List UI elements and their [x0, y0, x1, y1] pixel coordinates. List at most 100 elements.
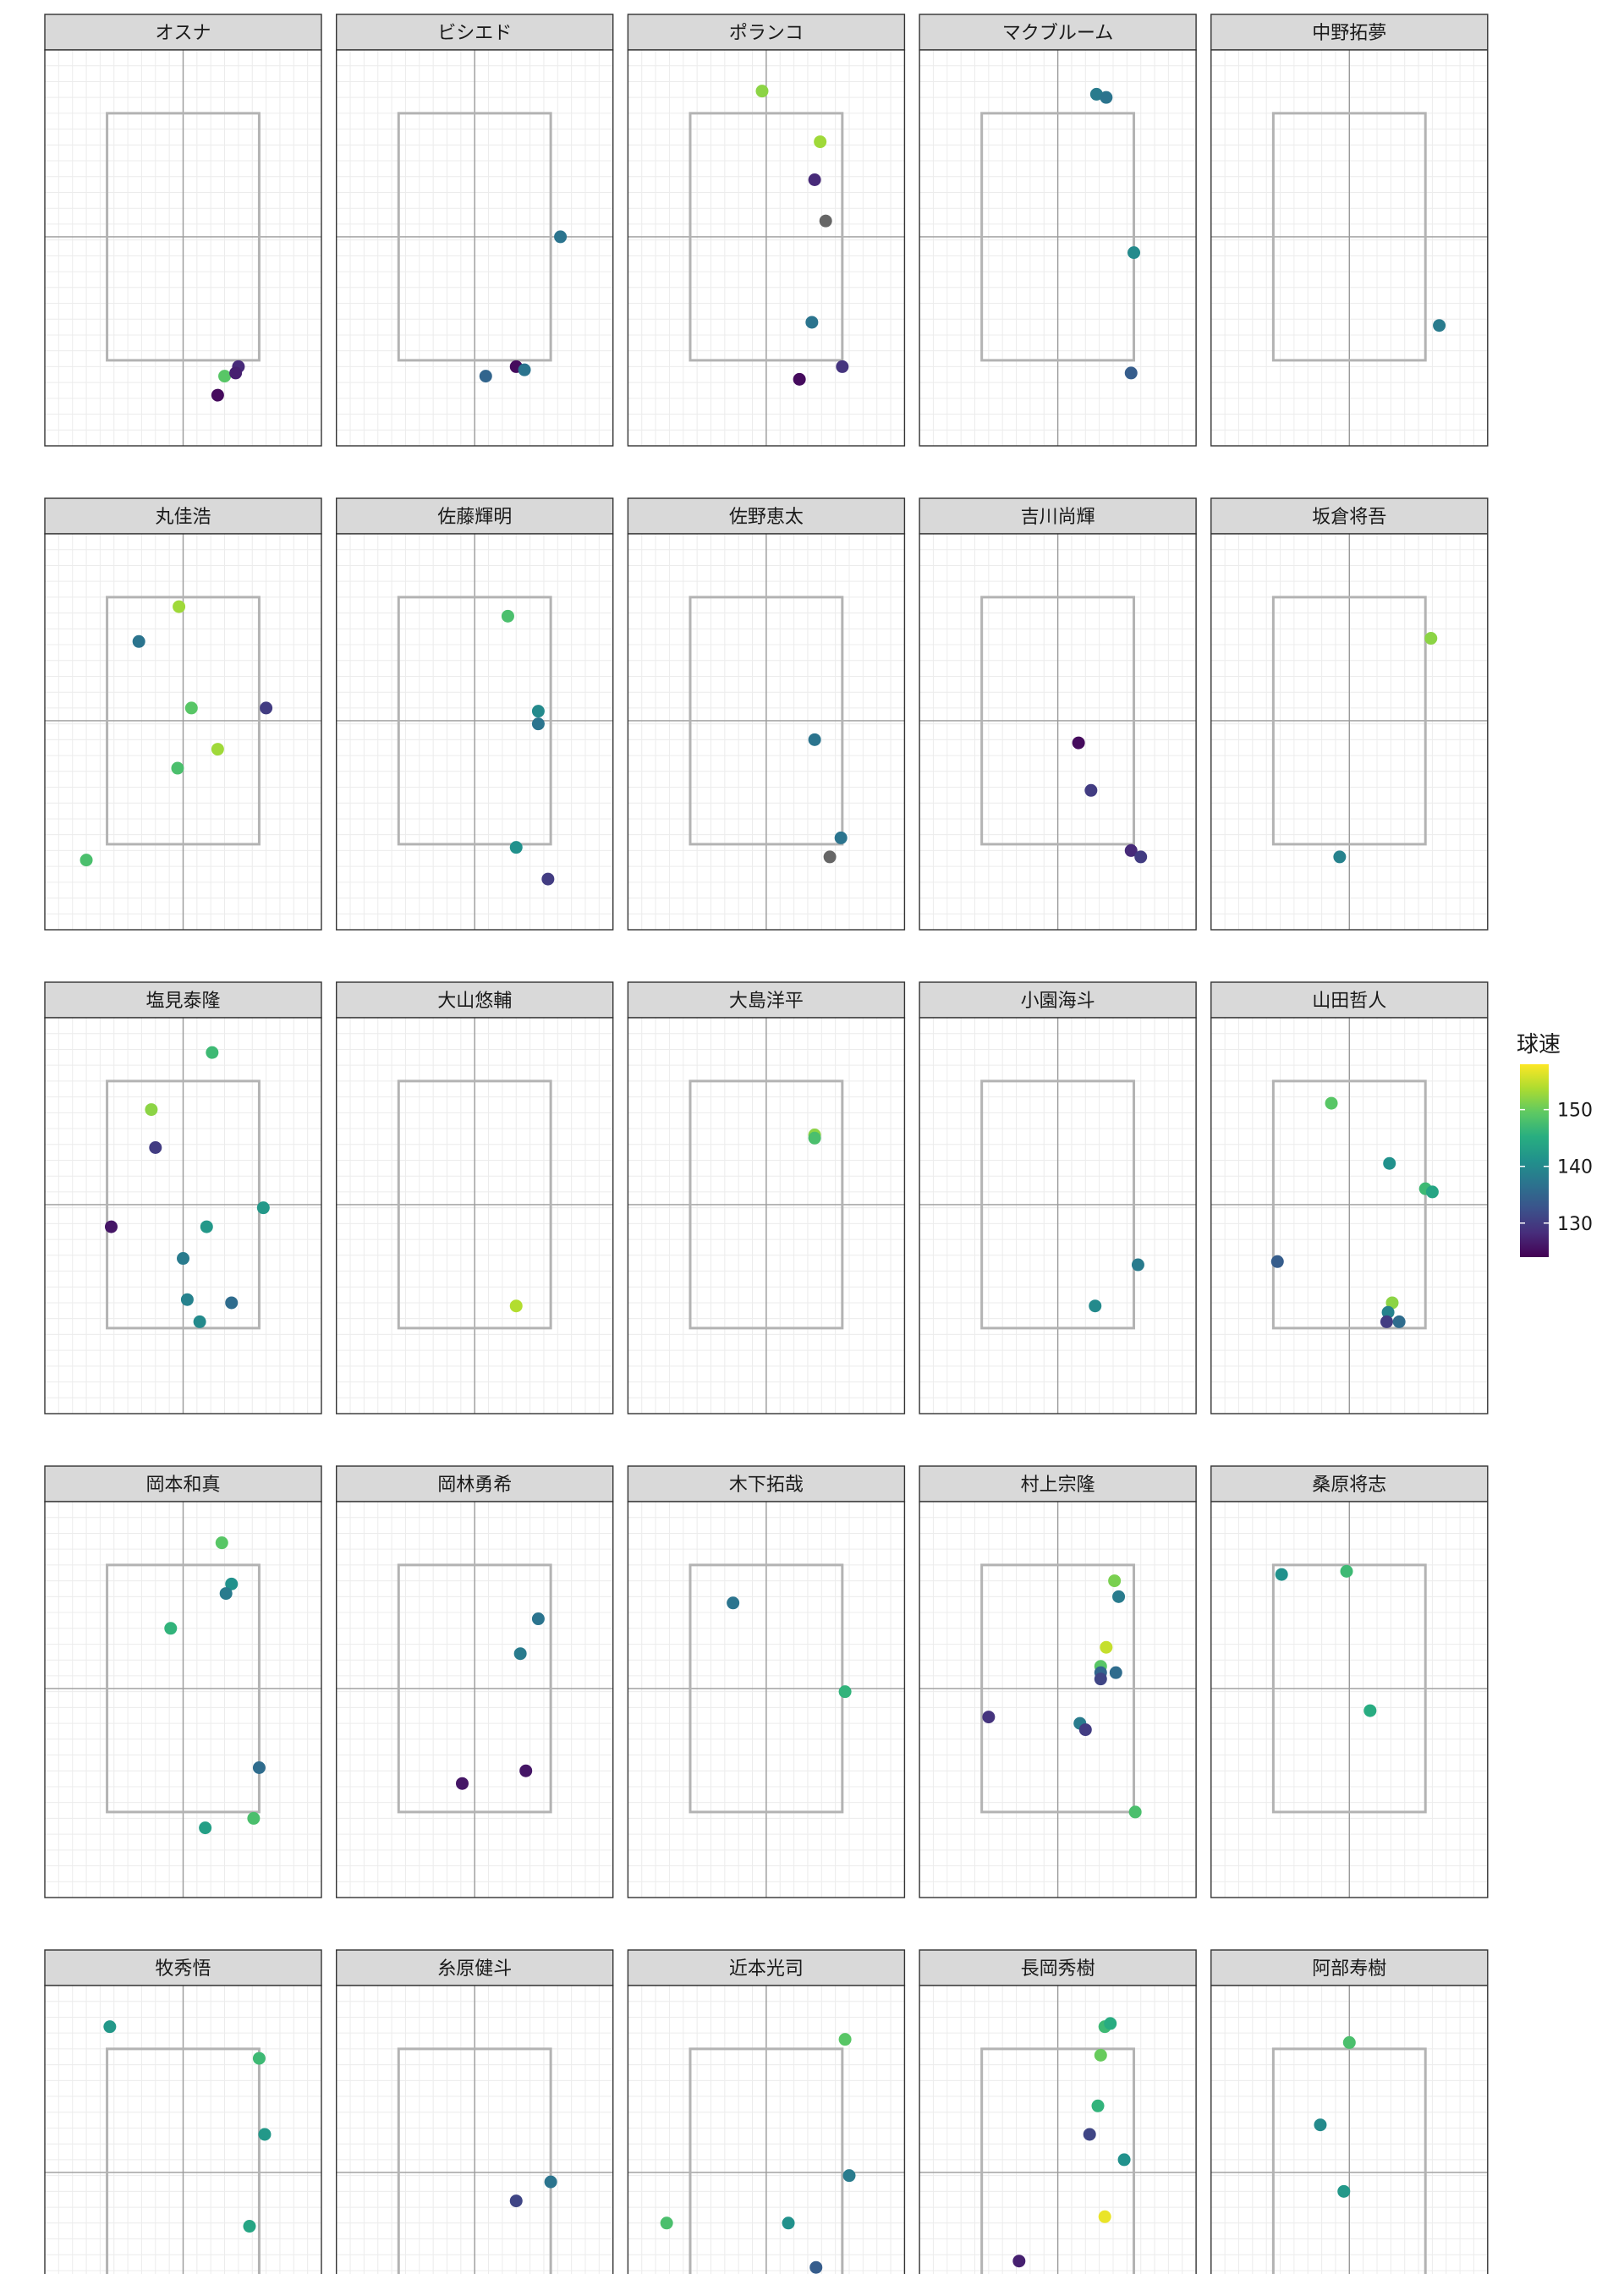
pitch-point [1094, 1673, 1107, 1686]
facet-panel: 吉川尚輝 [919, 497, 1197, 931]
pitch-point [1363, 1704, 1377, 1717]
facet-strip [1210, 497, 1489, 535]
facet-panel: 佐野恵太 [627, 497, 906, 931]
pitch-point [1104, 2017, 1117, 2030]
pitch-point [256, 1201, 270, 1215]
strike-zone-box [106, 596, 261, 846]
panel-border [44, 1501, 322, 1898]
pitch-point [1425, 1185, 1439, 1199]
pitch-point [513, 1647, 527, 1661]
facet-strip-label: 佐藤輝明 [437, 507, 512, 528]
pitch-point [215, 1536, 228, 1550]
facet-strip-label: 桑原将志 [1312, 1475, 1386, 1496]
pitch-point [1089, 1299, 1102, 1313]
pitch-point [544, 2175, 557, 2189]
strike-zone-box [980, 1079, 1136, 1330]
strike-zone-box [397, 596, 552, 846]
facet-strip-label: 坂倉将吾 [1312, 507, 1386, 528]
pitch-point [1392, 1315, 1406, 1328]
facet-strip-label: 中野拓夢 [1312, 23, 1386, 44]
strike-zone-box [980, 1563, 1136, 1814]
pitch-point [727, 1596, 740, 1610]
facet-strip [1210, 14, 1489, 51]
pitch-point [518, 363, 531, 376]
pitch-point [219, 1587, 233, 1601]
facet-strip [336, 1465, 614, 1502]
legend-ticks: 130 140 150 [1520, 1101, 1593, 1235]
pitch-point [225, 1296, 239, 1310]
pitch-point [531, 705, 545, 718]
facet-panel: 大島洋平 [627, 981, 906, 1414]
strike-zone-box [397, 1079, 552, 1330]
pitch-point [1314, 2118, 1327, 2132]
panel-border [919, 1501, 1197, 1898]
pitch-point [842, 2169, 856, 2183]
facet-strip [336, 497, 614, 535]
facet-strip [44, 497, 322, 535]
facet-panel: 村上宗隆 [919, 1465, 1197, 1898]
facet-strip-label: 近本光司 [729, 1958, 804, 1980]
facet-strip-label: 岡林勇希 [437, 1475, 512, 1496]
pitch-point [554, 230, 568, 244]
facet-panel: 長岡秀樹 [919, 1949, 1197, 2274]
facet-panel: 小園海斗 [919, 981, 1197, 1414]
facet-panel: 佐藤輝明 [336, 497, 614, 931]
pitch-point [1131, 1258, 1144, 1272]
facet-strip-label: 吉川尚輝 [1021, 507, 1095, 528]
facet-strip-label: オスナ [155, 23, 211, 44]
pitch-point [501, 609, 514, 623]
panel-border [44, 1017, 322, 1414]
pitch-point [1083, 2128, 1096, 2141]
pitch-point [1340, 1564, 1353, 1578]
facet-strip [336, 14, 614, 51]
facet-strip [44, 14, 322, 51]
pitch-point [1385, 1296, 1399, 1310]
pitch-point [180, 1293, 194, 1306]
facet-strip [627, 1465, 906, 1502]
pitch-point [1383, 1156, 1396, 1170]
facet-strip-label: 牧秀悟 [155, 1958, 211, 1980]
pitch-point [184, 701, 198, 715]
pitch-point [1084, 783, 1098, 797]
strike-zone-box [106, 1563, 261, 1814]
pitch-point [1109, 1666, 1122, 1679]
pitch-point [982, 1711, 996, 1724]
strike-zone-box [1271, 1563, 1427, 1814]
facet-panel: 糸原健斗 [336, 1949, 614, 2274]
pitch-point [243, 2220, 256, 2233]
strike-zone-box [980, 596, 1136, 846]
facet-panel: 坂倉将吾 [1210, 497, 1489, 931]
pitch-point [755, 85, 769, 98]
strike-zone-box [106, 2047, 261, 2274]
facet-strip-label: 阿部寿樹 [1312, 1958, 1386, 1980]
pitch-point [229, 366, 243, 380]
panel-border [627, 1985, 906, 2274]
strike-zone-box [689, 2047, 844, 2274]
pitch-point [1089, 87, 1103, 101]
pitch-point [1094, 2048, 1107, 2062]
panel-border [336, 49, 614, 447]
facet-strip [919, 981, 1197, 1019]
facet-panel: 中野拓夢 [1210, 14, 1489, 447]
pitch-point [211, 388, 224, 402]
panel-border [627, 1017, 906, 1414]
pitch-point [793, 372, 806, 386]
strike-zone-box [689, 112, 844, 362]
panel-border [44, 1985, 322, 2274]
pitch-point [247, 1811, 261, 1825]
strike-zone-box [397, 112, 552, 362]
facet-strip-label: 木下拓哉 [729, 1475, 804, 1496]
panel-border [44, 49, 322, 447]
facet-strip [336, 981, 614, 1019]
panel-border [44, 533, 322, 931]
legend-colorbar [1520, 1064, 1549, 1257]
panel-border [627, 1501, 906, 1898]
panel-border [919, 1017, 1197, 1414]
pitch-point [509, 1299, 523, 1313]
pitch-point [173, 600, 186, 613]
pitch-point [1381, 1305, 1395, 1319]
facet-strip-label: 小園海斗 [1021, 991, 1095, 1012]
pitch-point [808, 1131, 821, 1145]
pitch-point [838, 2033, 852, 2046]
strike-zone-box [1271, 1079, 1427, 1330]
